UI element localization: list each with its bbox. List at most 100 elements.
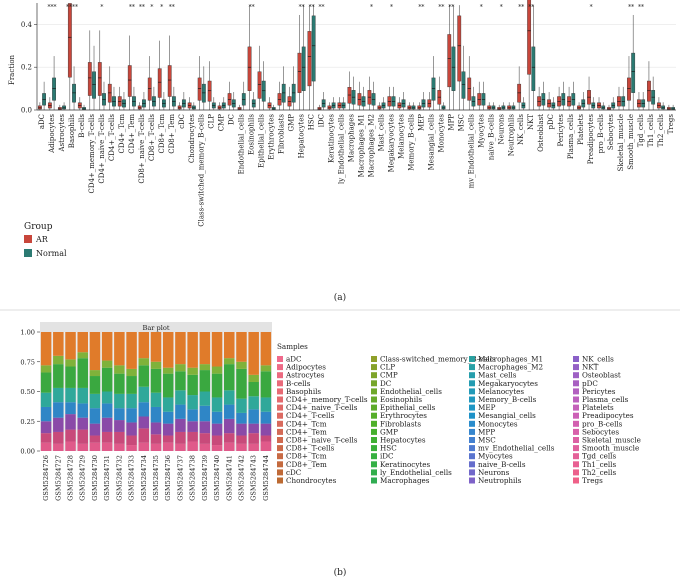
- legend-item: Melanocytes: [478, 387, 524, 396]
- x-tick-label: Macrophages: [348, 114, 356, 163]
- x-tick-label: CD4+_T-cells: [108, 114, 116, 161]
- stack-segment: [101, 431, 113, 443]
- box-ar: [87, 62, 92, 96]
- legend-item: mv_Endothelial_cells: [478, 444, 555, 453]
- legend-swatch: [371, 380, 377, 387]
- y-tick-label: 0.4: [21, 21, 33, 29]
- stack-segment: [260, 435, 272, 442]
- x-tick-label: CD4+_Tem: [128, 114, 136, 154]
- box-ar: [167, 65, 172, 97]
- x-tick-label: Osteoblast: [537, 114, 545, 152]
- x-tick-label: GSM5284734: [140, 455, 148, 501]
- stack-segment: [260, 411, 272, 424]
- stack-segment: [65, 387, 76, 403]
- stack-segment: [199, 332, 211, 365]
- x-tick-label: Tregs: [667, 114, 675, 135]
- x-tick-label: GSM5284744: [262, 455, 270, 501]
- stack-segment: [248, 423, 259, 434]
- x-tick-label: mv_Endothelial_cells: [467, 114, 475, 189]
- stack-segment: [211, 397, 223, 412]
- legend-item: Hepatocytes: [380, 436, 426, 445]
- stack-segment: [248, 381, 259, 397]
- stack-segment: [211, 373, 223, 398]
- legend-item: CMP: [380, 371, 398, 380]
- box-ar: [77, 102, 82, 109]
- x-tick-label: GSM5284738: [189, 455, 197, 501]
- x-tick-label: CLP: [208, 114, 216, 129]
- stack-segment: [236, 443, 247, 451]
- x-tick-label: Astrocytes: [58, 114, 66, 153]
- x-tick-label: pro_B-cells: [597, 114, 605, 154]
- stack-segment: [224, 418, 235, 434]
- box-ar: [207, 80, 212, 102]
- box-ar: [447, 34, 452, 88]
- stack-segment: [138, 332, 150, 359]
- stack-segment: [114, 431, 125, 444]
- legend-swatch: [573, 437, 579, 443]
- legend-item: Class-switched_memory_B-cells: [380, 355, 496, 364]
- legend-item: pDC: [582, 379, 598, 388]
- stack-segment: [175, 390, 186, 405]
- legend-swatch: [469, 461, 475, 468]
- box-normal: [341, 102, 346, 109]
- legend-swatch: [573, 396, 579, 403]
- x-tick-label: Class-switched_memory_B-cells: [198, 114, 206, 227]
- x-tick-label: cDC: [178, 114, 186, 129]
- stack-segment: [248, 443, 259, 451]
- legend-item: CD4+_naive_T-cells: [286, 403, 358, 412]
- stack-segment: [126, 393, 137, 409]
- y-tick-label: 0.25: [20, 418, 35, 426]
- x-tick-label: Neurons: [497, 114, 505, 145]
- x-tick-label: GSM5284742: [237, 455, 245, 501]
- box-ar: [647, 80, 651, 102]
- box-normal: [72, 83, 76, 103]
- legend-swatch: [277, 477, 283, 484]
- legend-swatch: [573, 372, 579, 379]
- stack-segment: [187, 431, 198, 442]
- x-tick-label: Chondrocytes: [188, 114, 196, 163]
- stack-segment: [162, 411, 174, 424]
- stack-segment: [175, 431, 186, 444]
- stack-segment: [248, 374, 259, 382]
- stack-segment: [53, 387, 64, 403]
- stack-segment: [199, 364, 211, 371]
- stack-segment: [162, 332, 174, 368]
- x-tick-label: MPP: [447, 114, 455, 131]
- box-normal: [451, 46, 456, 91]
- box-ar: [47, 102, 52, 109]
- legend-swatch: [277, 396, 283, 403]
- stack-segment: [53, 402, 64, 418]
- significance-mark: **: [139, 4, 145, 11]
- legend-item: Mast_cells: [478, 371, 517, 380]
- stack-segment: [187, 367, 198, 375]
- x-tick-label: Neutrophils: [507, 114, 515, 157]
- legend-swatch: [277, 364, 283, 371]
- stack-segment: [260, 397, 272, 412]
- stack-segment: [89, 370, 101, 377]
- stack-segment: [77, 417, 88, 430]
- legend-swatch: [469, 372, 475, 379]
- stack-segment: [101, 332, 113, 361]
- legend-swatch: [371, 356, 377, 362]
- box-ar: [307, 31, 312, 87]
- stack-segment: [101, 403, 113, 418]
- x-tick-label: GSM5284739: [201, 455, 209, 501]
- x-tick-label: NK_cells: [517, 114, 525, 145]
- significance-mark: **: [418, 4, 424, 11]
- stack-segment: [260, 365, 272, 372]
- box-ar: [377, 105, 382, 110]
- legend-swatch: [371, 372, 377, 379]
- stack-segment: [138, 402, 150, 417]
- stack-segment: [53, 332, 64, 356]
- stack-segment: [224, 358, 235, 365]
- box-normal: [461, 71, 466, 99]
- box-normal: [511, 105, 516, 110]
- x-tick-label: Tgd_cells: [637, 114, 645, 148]
- stack-segment: [199, 370, 211, 392]
- legend-item: NKT: [582, 363, 599, 372]
- box-normal: [431, 77, 436, 101]
- x-tick-label: Monocytes: [437, 114, 445, 153]
- stack-segment: [248, 332, 259, 375]
- box-normal: [631, 52, 636, 93]
- legend-item: Basophils: [286, 387, 321, 396]
